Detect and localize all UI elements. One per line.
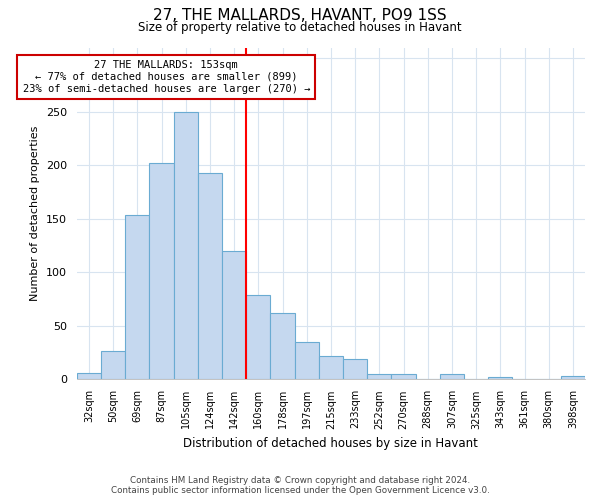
Text: Contains HM Land Registry data © Crown copyright and database right 2024.
Contai: Contains HM Land Registry data © Crown c… (110, 476, 490, 495)
Bar (367, 374, 391, 380)
Bar (198, 173, 222, 380)
Bar (343, 359, 367, 380)
Text: 27 THE MALLARDS: 153sqm
← 77% of detached houses are smaller (899)
23% of semi-d: 27 THE MALLARDS: 153sqm ← 77% of detache… (23, 60, 310, 94)
Bar (222, 251, 246, 380)
Bar (488, 378, 512, 380)
Bar (125, 214, 149, 380)
Text: 27, THE MALLARDS, HAVANT, PO9 1SS: 27, THE MALLARDS, HAVANT, PO9 1SS (153, 8, 447, 22)
Bar (149, 163, 173, 380)
Bar (271, 313, 295, 380)
Y-axis label: Number of detached properties: Number of detached properties (31, 126, 40, 301)
Bar (561, 376, 585, 380)
Bar (319, 356, 343, 380)
Text: Size of property relative to detached houses in Havant: Size of property relative to detached ho… (138, 21, 462, 34)
Bar (295, 342, 319, 380)
Bar (440, 374, 464, 380)
Bar (77, 373, 101, 380)
X-axis label: Distribution of detached houses by size in Havant: Distribution of detached houses by size … (184, 437, 478, 450)
Bar (391, 374, 416, 380)
Bar (246, 295, 271, 380)
Bar (101, 350, 125, 380)
Bar (173, 112, 198, 380)
